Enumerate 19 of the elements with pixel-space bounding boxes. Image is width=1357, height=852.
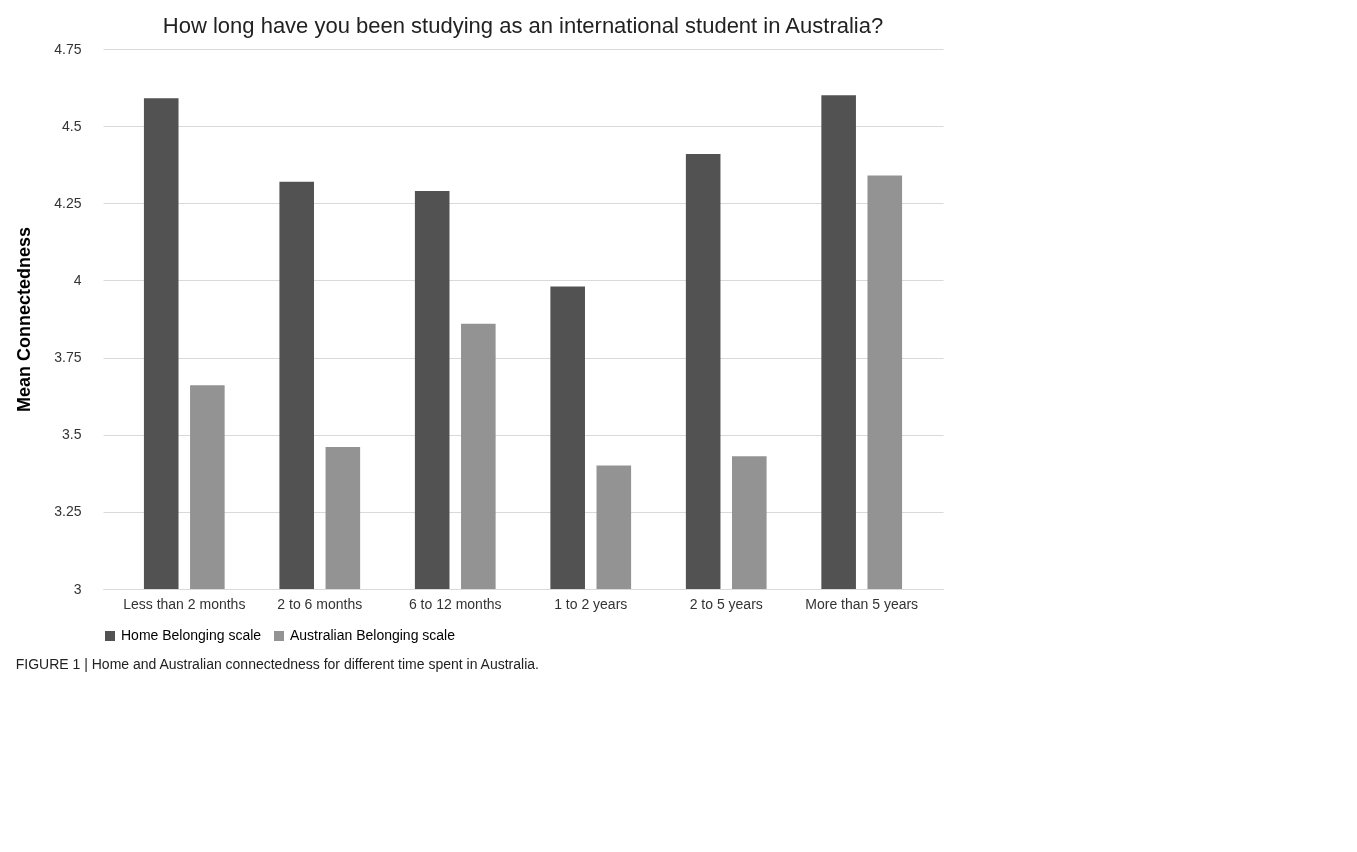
y-tick-label: 3.5 (62, 426, 82, 443)
y-tick-label: 3.75 (54, 349, 82, 366)
caption: FIGURE 1 | Home and Australian connectedness for different time spent in Australia. (15, 656, 539, 672)
x-tick-label: 6 to 12 months (408, 595, 502, 612)
x-tick-label: Less than 2 months (123, 595, 246, 612)
y-axis-title: Mean Connectedness (14, 226, 35, 413)
x-tick-label: 2 to 5 years (689, 595, 763, 612)
x-tick-label: 2 to 6 months (277, 595, 363, 612)
y-tick-label: 4.75 (54, 40, 82, 57)
y-tick-label: 3 (73, 580, 82, 597)
y-tick-label: 4 (73, 271, 82, 288)
legend-label: Australian Belonging scale (290, 627, 456, 643)
y-tick-label: 4.25 (54, 194, 82, 211)
chart-title: How long have you been studying as an international student in Australia? (162, 13, 884, 38)
x-tick-label: More than 5 years (805, 595, 919, 612)
legend-label: Home Belonging scale (121, 627, 262, 643)
x-tick-label: 1 to 2 years (554, 595, 628, 612)
y-tick-label: 3.25 (54, 503, 82, 520)
y-tick-label: 4.5 (62, 117, 82, 134)
